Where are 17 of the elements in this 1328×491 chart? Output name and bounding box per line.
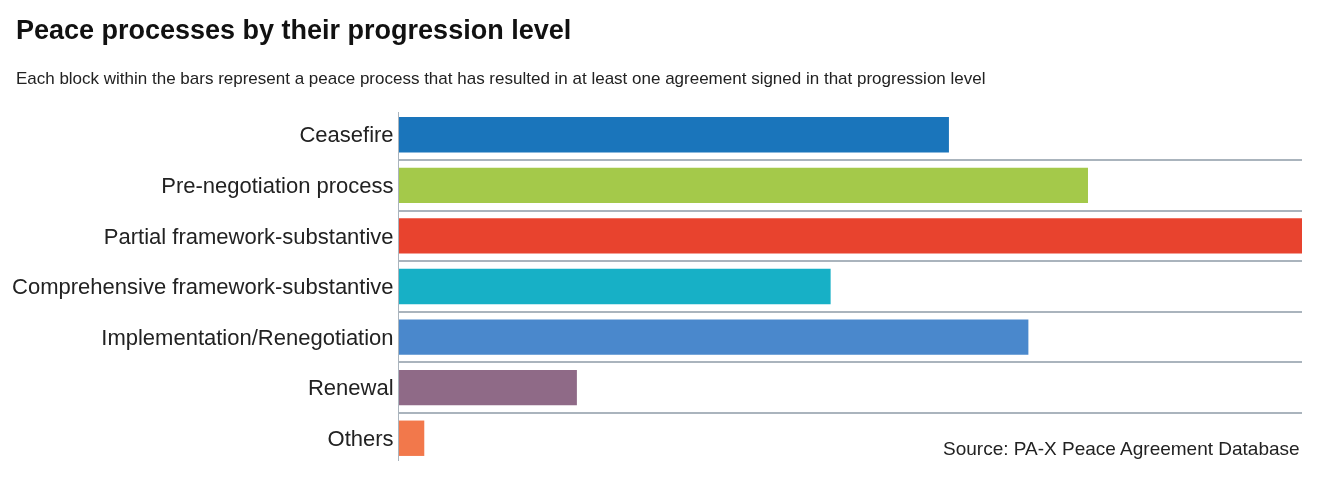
bar: [399, 369, 577, 406]
bar: [399, 420, 425, 456]
y-tick-label: Comprehensive framework-substantive: [12, 274, 394, 300]
y-tick-label: Partial framework-substantive: [103, 223, 394, 249]
y-tick-label: Implementation/Renegotiation: [101, 324, 394, 350]
y-tick-label: Others: [327, 425, 394, 451]
chart-title: Peace processes by their progression level: [15, 14, 572, 45]
bar: [399, 319, 1029, 355]
annotation: Source: PA-X Peace Agreement Database: [943, 438, 1300, 459]
bar: [399, 218, 1302, 254]
y-tick-label: Renewal: [307, 375, 394, 401]
y-tick-label: Ceasefire: [299, 122, 394, 148]
chart-subtitle: Each block within the bars represent a peace process that has resulted in at least one agreement signed in that progression level: [15, 68, 986, 88]
bar: [399, 117, 949, 153]
bar: [399, 268, 831, 305]
y-tick-label: Pre-negotiation process: [161, 173, 394, 199]
bar: [399, 167, 1088, 204]
